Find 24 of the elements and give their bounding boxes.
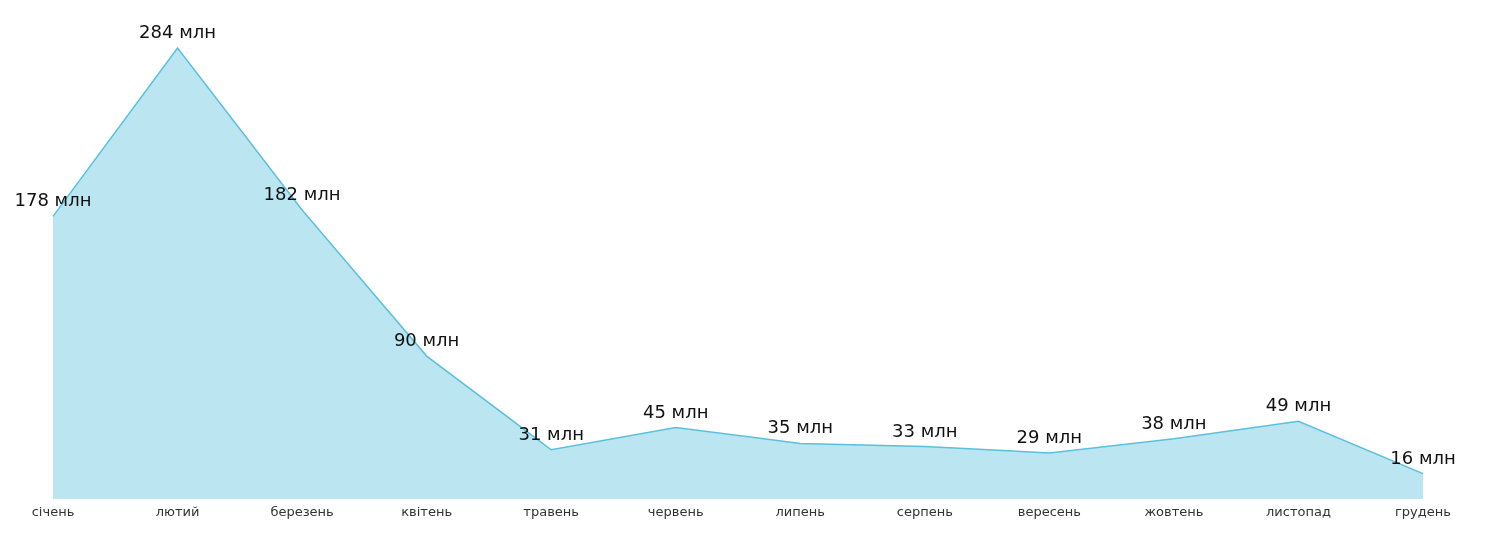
- data-label: 16 млн: [1390, 446, 1456, 468]
- data-label: 31 млн: [518, 422, 584, 444]
- x-tick-label: червень: [647, 504, 704, 520]
- x-tick-label: вересень: [1017, 504, 1081, 520]
- data-label: 33 млн: [892, 419, 958, 441]
- data-label: 45 млн: [642, 400, 709, 422]
- x-tick-label: травень: [523, 504, 579, 520]
- x-tick-label: серпень: [896, 504, 953, 520]
- x-tick-label: липень: [775, 504, 825, 520]
- x-tick-label: жовтень: [1144, 504, 1204, 520]
- data-label: 35 млн: [767, 416, 834, 438]
- data-label: 182 млн: [263, 182, 341, 204]
- data-label: 49 млн: [1265, 394, 1332, 416]
- x-tick-label: листопад: [1266, 504, 1331, 520]
- data-label: 38 млн: [1141, 411, 1207, 433]
- x-tick-label: лютий: [155, 504, 200, 520]
- x-tick-label: квітень: [401, 504, 453, 520]
- data-label: 178 млн: [14, 189, 92, 211]
- x-tick-label: грудень: [1395, 504, 1451, 520]
- x-tick-label: січень: [31, 504, 75, 520]
- data-label: 90 млн: [393, 329, 460, 351]
- data-label: 284 млн: [139, 21, 217, 42]
- data-label: 29 млн: [1016, 425, 1083, 447]
- x-tick-label: березень: [270, 504, 334, 520]
